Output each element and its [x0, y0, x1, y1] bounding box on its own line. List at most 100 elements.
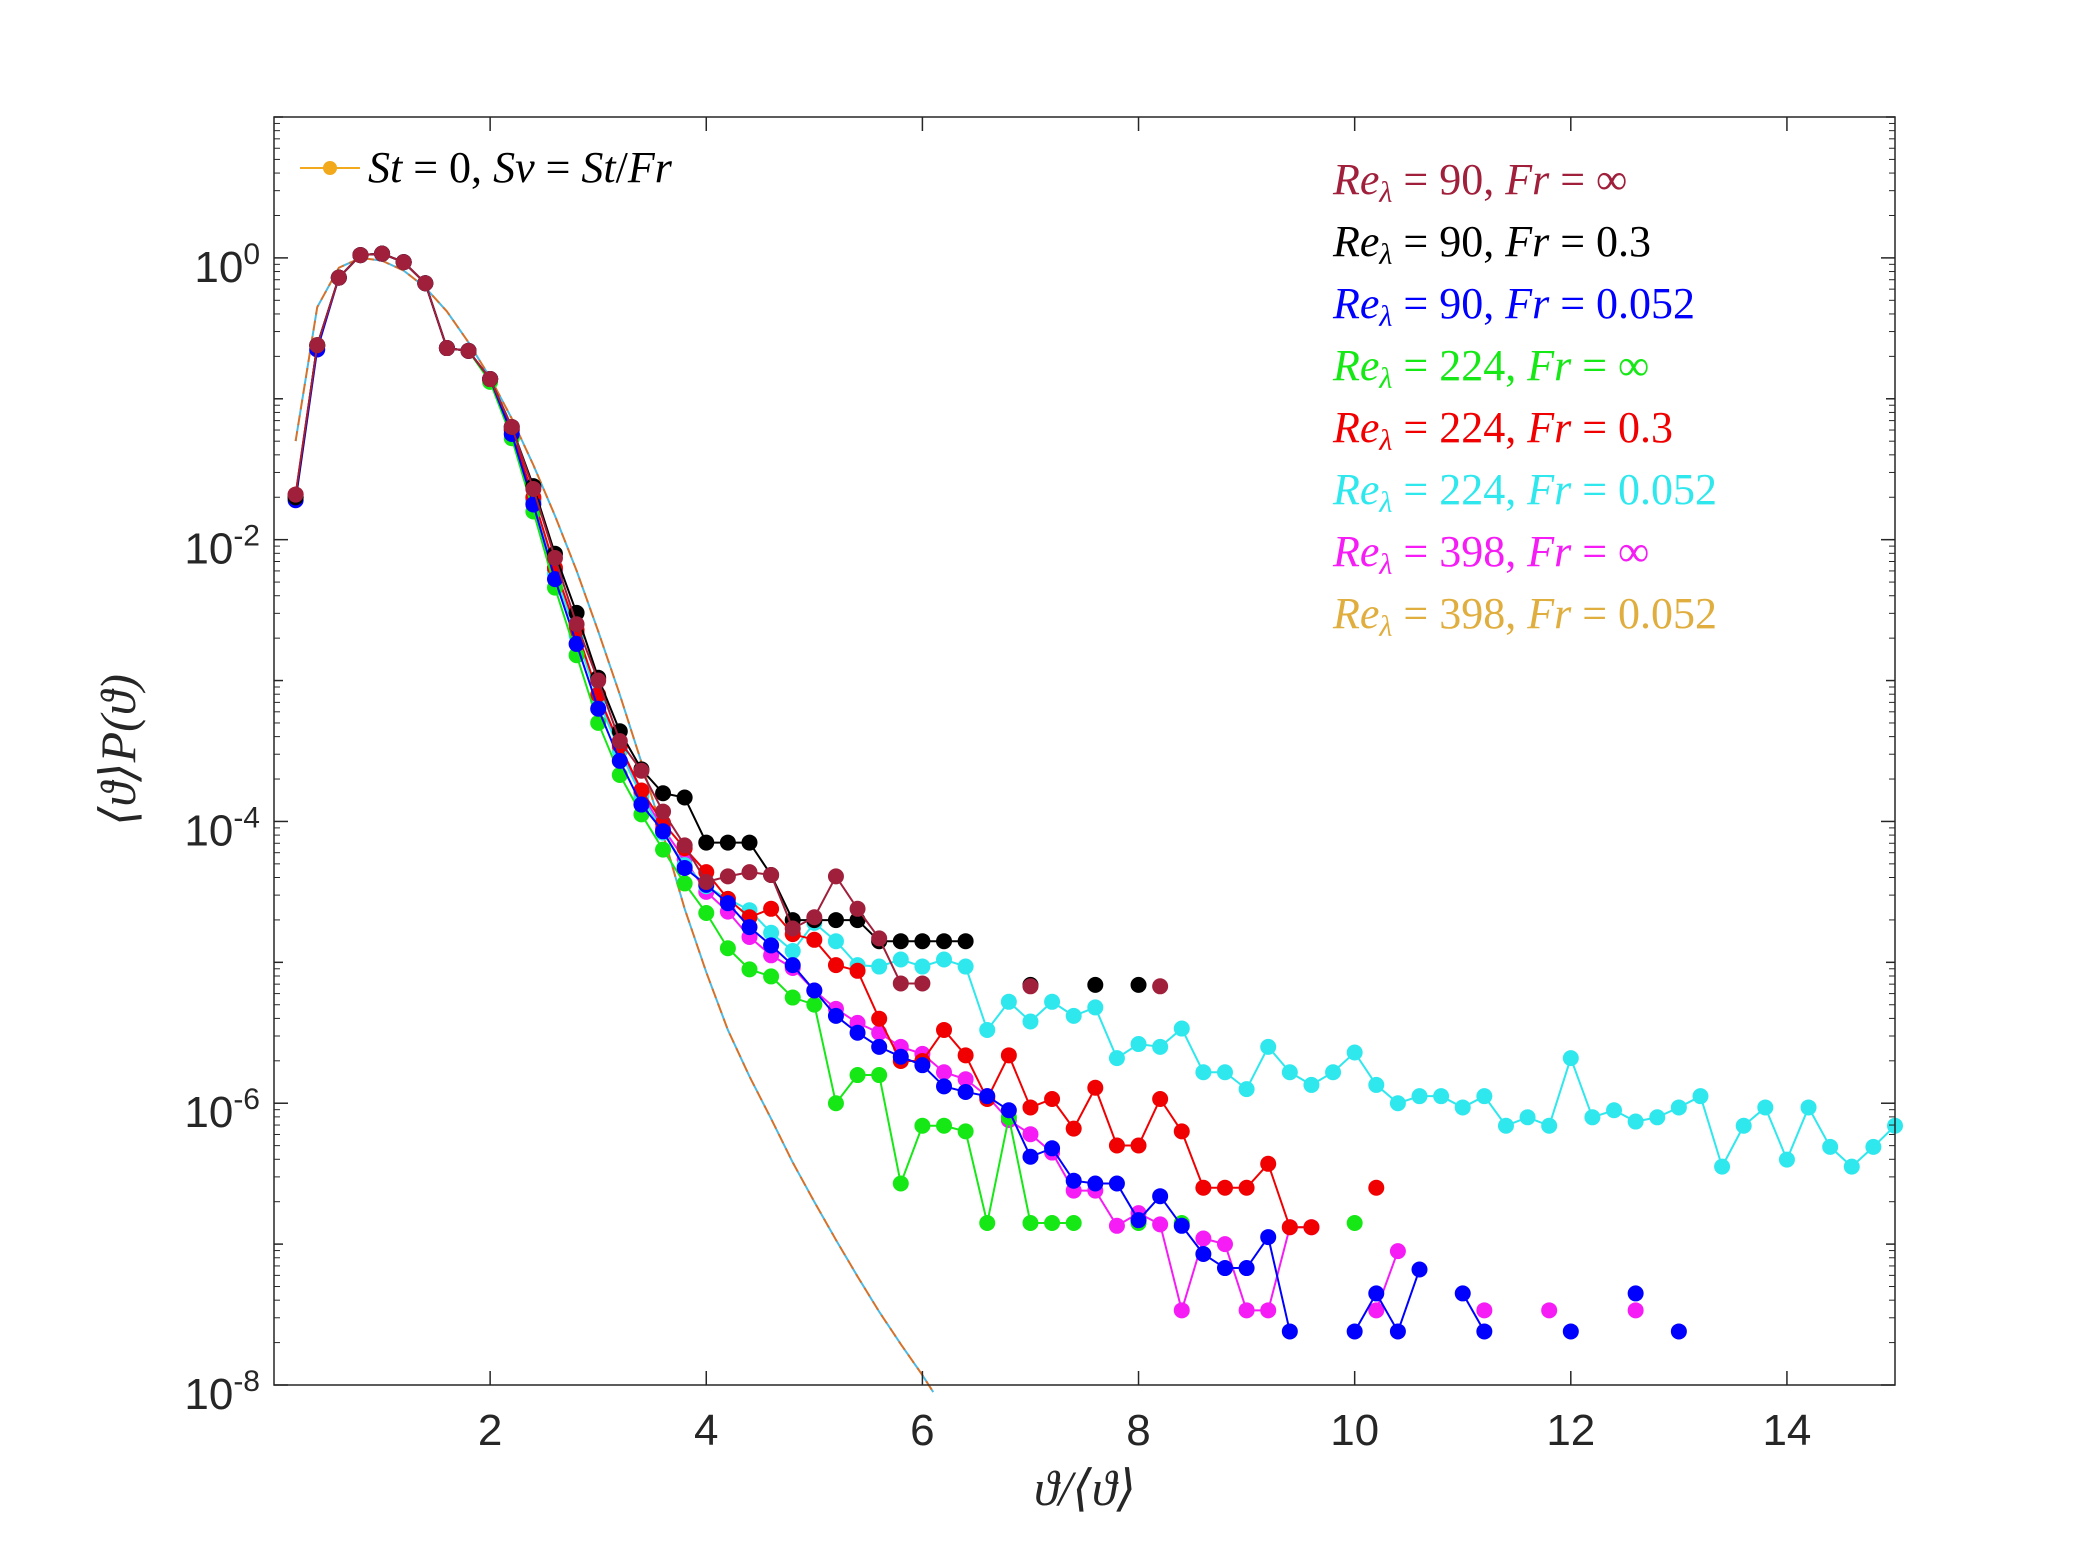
data-point [655, 785, 672, 802]
data-point [1541, 1117, 1558, 1134]
series-layer [287, 245, 1903, 1340]
data-point [1281, 1323, 1298, 1340]
data-point [957, 1123, 974, 1140]
data-point [1065, 1007, 1082, 1024]
data-point [1606, 1102, 1623, 1119]
data-point [719, 940, 736, 957]
legend-entry-re90-fr03: Reλ = 90, Fr = 0.3 [1332, 217, 1651, 271]
data-point [914, 958, 931, 975]
data-point [936, 1117, 953, 1134]
data-point [611, 752, 628, 769]
data-point [1303, 1076, 1320, 1093]
data-point [1778, 1151, 1795, 1168]
data-point [936, 933, 953, 950]
data-point [1260, 1038, 1277, 1055]
data-point [1022, 1013, 1039, 1030]
data-point [330, 269, 347, 286]
data-point [1865, 1138, 1882, 1155]
reference-dashed-line [294, 256, 935, 1393]
data-point [784, 920, 801, 937]
data-point [525, 480, 542, 497]
data-point [784, 989, 801, 1006]
data-point [1152, 1188, 1169, 1205]
data-point [1389, 1323, 1406, 1340]
data-point [1238, 1179, 1255, 1196]
data-point [1627, 1285, 1644, 1302]
data-point [611, 733, 628, 750]
data-point [568, 635, 585, 652]
data-point [892, 1175, 909, 1192]
data-point [1346, 1044, 1363, 1061]
data-point [1843, 1158, 1860, 1175]
data-point [741, 834, 758, 851]
data-point [482, 371, 499, 388]
data-point [936, 1064, 953, 1081]
data-point [1087, 1175, 1104, 1192]
data-point [1022, 1099, 1039, 1116]
data-point [892, 933, 909, 950]
data-point [784, 957, 801, 974]
data-point [1195, 1230, 1212, 1247]
axes-box [273, 116, 1896, 1386]
data-point [957, 1083, 974, 1100]
data-point [309, 337, 326, 354]
data-point [1108, 1050, 1125, 1067]
data-point [1757, 1099, 1774, 1116]
data-point [1044, 1090, 1061, 1107]
data-point [1368, 1285, 1385, 1302]
data-point [1476, 1302, 1493, 1319]
data-point [1281, 1219, 1298, 1236]
axis-ticks [274, 116, 1895, 1386]
data-point [914, 975, 931, 992]
data-point [1065, 1172, 1082, 1189]
data-point [936, 951, 953, 968]
data-point [849, 912, 866, 929]
data-point [1173, 1217, 1190, 1234]
data-point [352, 247, 369, 264]
data-point [655, 803, 672, 820]
data-point [719, 834, 736, 851]
data-point [1000, 993, 1017, 1010]
data-point [1325, 1064, 1342, 1081]
legend-reference: St = 0, Sv = St/Fr [300, 143, 673, 192]
y-tick-label: 100 [194, 238, 260, 292]
data-point [1108, 1175, 1125, 1192]
data-point [546, 549, 563, 566]
y-axis-label: ⟨ϑ⟩P(ϑ) [90, 674, 146, 826]
data-point [1260, 1155, 1277, 1172]
data-point [1346, 1323, 1363, 1340]
data-point [871, 1038, 888, 1055]
y-tick-label: 10-8 [184, 1365, 260, 1419]
data-point [1497, 1117, 1514, 1134]
data-point [395, 254, 412, 271]
data-point [827, 957, 844, 974]
data-point [1346, 1214, 1363, 1231]
x-tick-label: 14 [1762, 1406, 1811, 1455]
data-point [979, 1214, 996, 1231]
data-point [676, 859, 693, 876]
data-point [1519, 1109, 1536, 1126]
data-point [827, 1095, 844, 1112]
data-point [1022, 1126, 1039, 1143]
data-point [1195, 1064, 1212, 1081]
data-point [676, 837, 693, 854]
axes-frame [273, 116, 1896, 1386]
data-point [914, 933, 931, 950]
x-tick-labels: 2 4 6 8 10 12 14 [478, 1406, 1812, 1455]
series-0 [287, 245, 1169, 995]
data-point [849, 900, 866, 917]
legend-entry-re224-fr0052: Reλ = 224, Fr = 0.052 [1332, 465, 1717, 519]
data-point [784, 943, 801, 960]
data-point [1065, 1120, 1082, 1137]
data-point [871, 930, 888, 947]
legend-reference-label: St = 0, Sv = St/Fr [368, 143, 673, 192]
data-point [957, 933, 974, 950]
legend-entry-re224-frinf: Reλ = 224, Fr = ∞ [1332, 341, 1649, 395]
data-point [1000, 1102, 1017, 1119]
data-point [698, 834, 715, 851]
data-point [460, 342, 477, 359]
data-point [1238, 1081, 1255, 1098]
data-point [1454, 1099, 1471, 1116]
data-point [871, 1024, 888, 1041]
data-point [741, 919, 758, 936]
